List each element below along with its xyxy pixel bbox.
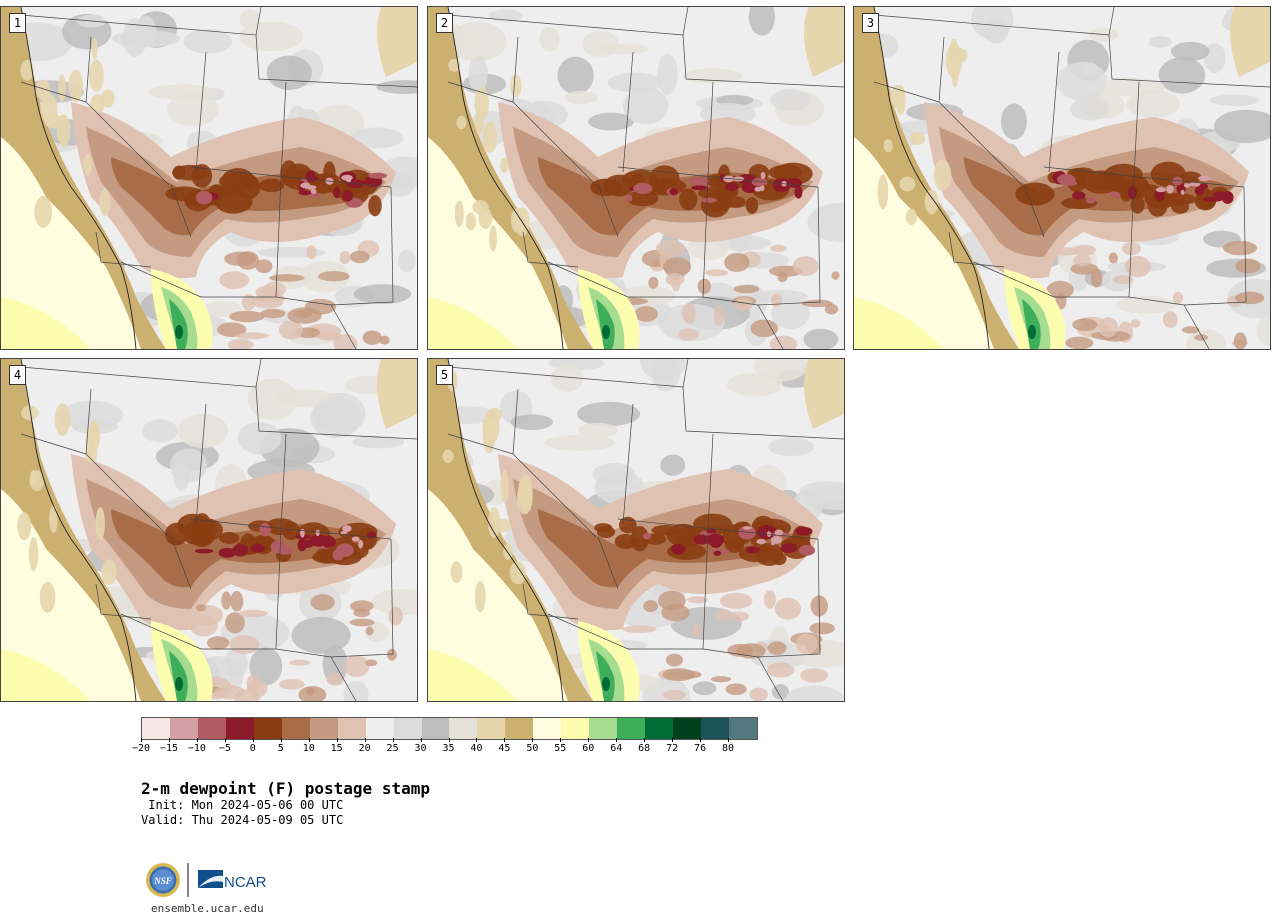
colorbar-tick-label: 68 (638, 743, 651, 754)
colorbar-tick-mark (532, 738, 534, 742)
colorbar-swatch (365, 718, 394, 739)
colorbar (141, 717, 758, 740)
colorbar-tick-mark (504, 738, 506, 742)
map-panel-5: 5 (427, 358, 845, 702)
chart-title: 2-m dewpoint (F) postage stamp (141, 779, 430, 798)
dewpoint-map (1, 7, 417, 349)
colorbar-tick-label: 0 (249, 743, 256, 754)
colorbar-tick-label: 15 (330, 743, 343, 754)
nsf-logo-text: NSF (153, 876, 172, 886)
dewpoint-map (428, 359, 844, 701)
colorbar-tick-mark (196, 738, 198, 742)
colorbar-tick-mark (476, 738, 478, 742)
colorbar-swatch (673, 718, 702, 739)
colorbar-tick-label: 50 (526, 743, 539, 754)
colorbar-tick-mark (141, 738, 142, 742)
colorbar-tick-mark (644, 738, 646, 742)
colorbar-swatch (505, 718, 534, 739)
colorbar-swatch (645, 718, 674, 739)
colorbar-tick-label: 25 (386, 743, 399, 754)
map-panel-3: 3 (853, 6, 1271, 350)
colorbar-swatch (533, 718, 562, 739)
colorbar-tick-label: 10 (302, 743, 315, 754)
colorbar-tick-label: −15 (159, 743, 178, 754)
colorbar-tick-mark (728, 738, 730, 742)
panel-number-label: 2 (436, 13, 453, 33)
colorbar-tick-label: 76 (694, 743, 707, 754)
colorbar-swatch (617, 718, 646, 739)
colorbar-tick-mark (280, 738, 282, 742)
dewpoint-map (1, 359, 417, 701)
colorbar-tick-label: 40 (470, 743, 483, 754)
panel-number-label: 1 (9, 13, 26, 33)
colorbar-tick-mark (392, 738, 394, 742)
colorbar-tick-label: 45 (498, 743, 511, 754)
colorbar-swatch (225, 718, 254, 739)
site-url: ensemble.ucar.edu (151, 902, 264, 915)
colorbar-tick-label: 60 (582, 743, 595, 754)
colorbar-swatch (729, 718, 757, 739)
panel-number-label: 4 (9, 365, 26, 385)
colorbar-tick-mark (616, 738, 618, 742)
colorbar-tick-label: −10 (187, 743, 206, 754)
colorbar-tick-mark (224, 738, 226, 742)
colorbar-ticks: −20 −15 −10 −5 0 5 10 15 20 25 30 35 40 45 50 55 60 64 68 7… (132, 738, 756, 758)
colorbar-swatch (169, 718, 198, 739)
colorbar-swatch (281, 718, 310, 739)
title-block: 2-m dewpoint (F) postage stamp Init: Mon… (141, 779, 430, 828)
ncar-logo-text: NCAR (224, 874, 267, 891)
colorbar-tick-label: 30 (414, 743, 427, 754)
colorbar-tick-mark (560, 738, 562, 742)
colorbar-swatch (142, 718, 170, 739)
colorbar-tick-label: 20 (358, 743, 371, 754)
colorbar-swatch (253, 718, 282, 739)
colorbar-tick-mark (252, 738, 254, 742)
colorbar-tick-label: 35 (442, 743, 455, 754)
colorbar-swatch (309, 718, 338, 739)
ncar-logo-icon: NCAR (198, 870, 267, 891)
colorbar-swatch (337, 718, 366, 739)
colorbar-swatch (197, 718, 226, 739)
colorbar-swatch (393, 718, 422, 739)
colorbar-tick-label: 64 (610, 743, 623, 754)
colorbar-tick-label: 72 (666, 743, 679, 754)
dewpoint-map (854, 7, 1270, 349)
colorbar-tick-mark (308, 738, 310, 742)
colorbar-tick-label: 55 (554, 743, 567, 754)
colorbar-tick-label: 5 (277, 743, 284, 754)
panel-number-label: 5 (436, 365, 453, 385)
colorbar-tick-mark (448, 738, 450, 742)
colorbar-swatch (589, 718, 618, 739)
colorbar-tick-mark (168, 738, 170, 742)
colorbar-tick-mark (364, 738, 366, 742)
nsf-seal-icon: NSF (146, 863, 180, 897)
init-time: Init: Mon 2024-05-06 00 UTC (141, 798, 344, 812)
colorbar-swatch (477, 718, 506, 739)
colorbar-tick-mark (588, 738, 590, 742)
valid-time: Valid: Thu 2024-05-09 05 UTC (141, 813, 344, 827)
colorbar-swatch (449, 718, 478, 739)
colorbar-swatch (701, 718, 730, 739)
colorbar-tick-mark (672, 738, 674, 742)
nsf-ncar-logo: NSF NCAR (143, 860, 275, 900)
colorbar-swatch (421, 718, 450, 739)
colorbar-tick-mark (420, 738, 422, 742)
map-panel-2: 2 (427, 6, 845, 350)
colorbar-tick-label: −20 (131, 743, 151, 754)
map-panel-1: 1 (0, 6, 418, 350)
panel-number-label: 3 (862, 13, 879, 33)
colorbar-tick-mark (700, 738, 702, 742)
colorbar-tick-mark (336, 738, 338, 742)
colorbar-swatch (561, 718, 590, 739)
dewpoint-map (428, 7, 844, 349)
map-panel-4: 4 (0, 358, 418, 702)
colorbar-tick-label: −5 (218, 743, 231, 754)
colorbar-tick-label: 80 (722, 743, 735, 754)
